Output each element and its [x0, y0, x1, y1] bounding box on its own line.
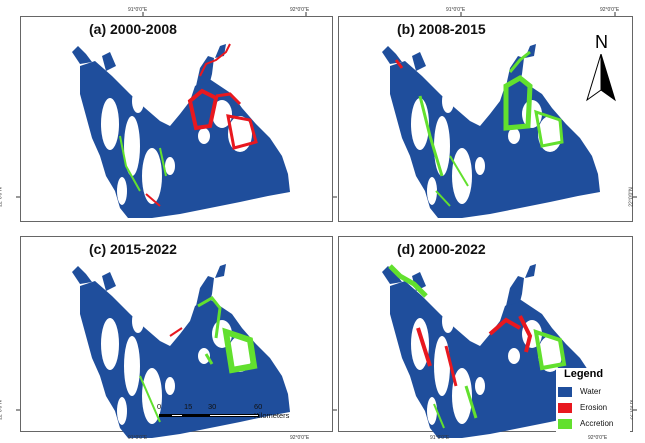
- panel-title-c: (c) 2015-2022: [89, 241, 177, 257]
- scale-seg-2: [171, 414, 183, 417]
- panel-title-a: (a) 2000-2008: [89, 21, 177, 37]
- lat-label-b: 22°0'0"N: [628, 187, 635, 207]
- panel-title-b: (b) 2008-2015: [397, 21, 486, 37]
- map-c: [72, 262, 290, 438]
- erosion-swatch: [558, 403, 572, 413]
- lon-label-b-91: 91°0'0"E: [446, 7, 466, 13]
- scale-bar: 0 15 30 60 Kilometers: [157, 402, 297, 426]
- scale-seg-4: [209, 414, 259, 417]
- north-arrow-icon: [586, 54, 616, 102]
- legend-label-erosion: Erosion: [580, 403, 608, 412]
- panel-title-d: (d) 2000-2022: [397, 241, 486, 257]
- map-b: [382, 44, 600, 218]
- lon-label-d-91: 91°0'0"E: [430, 435, 450, 441]
- legend-title: Legend: [564, 368, 604, 380]
- legend-item-erosion: Erosion: [558, 402, 630, 414]
- north-letter: N: [595, 32, 608, 52]
- legend-label-water: Water: [580, 387, 602, 396]
- scale-tick-60: 60 Kilometers: [254, 402, 290, 420]
- map-d: [382, 264, 600, 438]
- lon-label-b-92: 92°0'0"E: [600, 7, 620, 13]
- scale-tick-30: 30: [208, 402, 217, 411]
- scale-seg-1: [159, 414, 171, 417]
- legend-item-water: Water: [558, 386, 630, 398]
- lon-label-d-92: 92°0'0"E: [588, 435, 608, 441]
- lon-label-a-91: 91°0'0"E: [128, 7, 148, 13]
- scale-tick-15: 15: [184, 402, 193, 411]
- scale-seg-3: [183, 414, 209, 417]
- lat-label-a: 22°0'0"N: [0, 187, 4, 207]
- lon-label-c-92: 92°0'0"E: [290, 435, 310, 441]
- lon-label-c-91: 91°0'0"E: [128, 435, 148, 441]
- graticule-ticks: [16, 12, 637, 411]
- legend-label-accretion: Accretion: [580, 419, 614, 428]
- map-a: [72, 43, 290, 218]
- north-arrow: N: [583, 32, 623, 106]
- lat-label-c: 22°0'0"N: [0, 400, 4, 420]
- lon-label-a-92: 92°0'0"E: [290, 7, 310, 13]
- accretion-swatch: [558, 419, 572, 429]
- scale-tick-0: 0: [157, 402, 162, 411]
- water-swatch: [558, 387, 572, 397]
- legend-item-accretion: Accretion: [558, 418, 630, 430]
- legend: Legend Water Erosion Accretion: [556, 368, 630, 432]
